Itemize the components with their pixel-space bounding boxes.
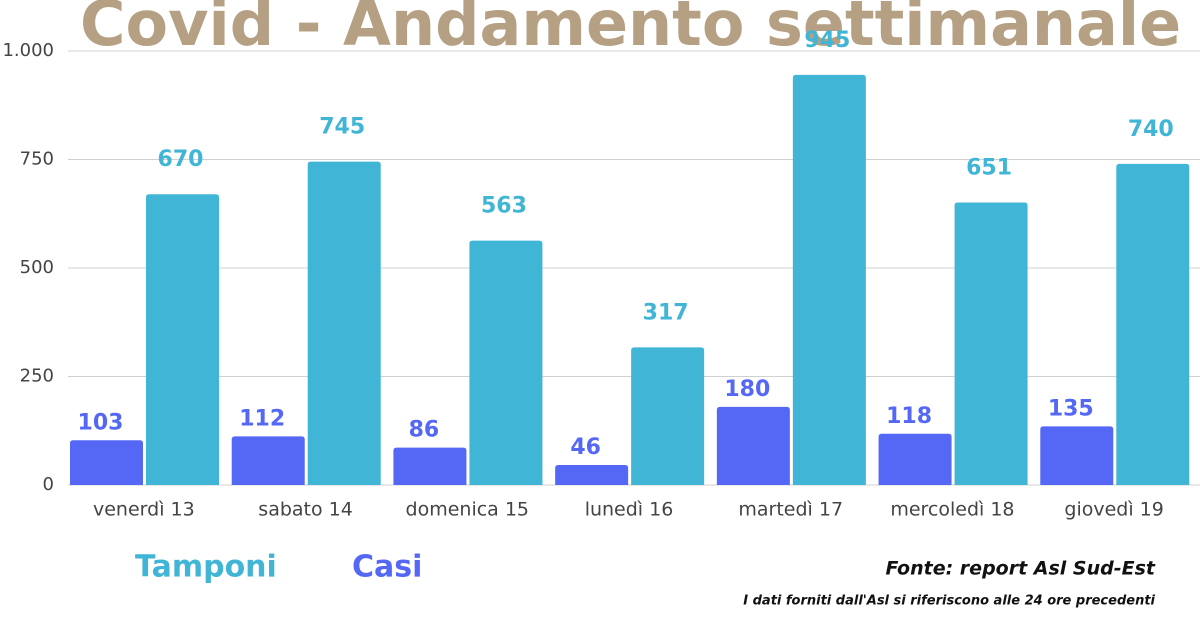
bar (555, 465, 629, 485)
chart-title: Covid - Andamento settimanale (80, 0, 1181, 60)
x-tick-label: mercoledì 18 (890, 499, 1014, 521)
value-label: 945 (804, 28, 850, 53)
value-label: 317 (643, 300, 689, 325)
bar (231, 436, 305, 485)
bar (469, 240, 543, 485)
bar (716, 406, 790, 485)
bar (792, 74, 866, 486)
x-tick-label: martedì 17 (738, 499, 843, 521)
bar (307, 161, 381, 486)
bar (146, 194, 219, 485)
bar (878, 433, 952, 485)
value-label: 670 (158, 147, 204, 172)
bar (1116, 163, 1190, 485)
value-label: 112 (239, 406, 285, 431)
value-label: 740 (1128, 117, 1174, 142)
x-tick-label: venerdì 13 (93, 499, 195, 521)
y-tick-label: 750 (20, 149, 54, 170)
value-label: 46 (570, 435, 601, 460)
bar (954, 202, 1028, 485)
x-tick-label: lunedì 16 (585, 499, 674, 521)
value-label: 118 (886, 404, 932, 429)
value-label: 86 (409, 418, 440, 443)
x-tick-label: giovedì 19 (1064, 499, 1163, 521)
y-tick-label: 250 (20, 366, 54, 387)
y-tick-label: 0 (43, 474, 54, 495)
y-tick-label: 500 (20, 257, 54, 278)
x-tick-label: domenica 15 (406, 499, 530, 521)
source: Fonte: report Asl Sud-Est (886, 558, 1156, 580)
y-tick-label: 1.000 (2, 40, 54, 61)
value-label: 651 (966, 155, 1012, 180)
bar (1040, 426, 1114, 485)
value-label: 135 (1048, 396, 1094, 421)
bar (631, 347, 705, 485)
legend-entry: Casi (352, 550, 422, 585)
value-label: 180 (724, 377, 770, 402)
x-tick-label: sabato 14 (258, 499, 353, 521)
value-label: 103 (78, 410, 124, 435)
value-label: 745 (319, 115, 365, 140)
bar (70, 440, 143, 485)
value-label: 563 (481, 194, 527, 219)
note: I dati forniti dall'Asl si riferiscono a… (743, 594, 1155, 609)
legend-entry: Tamponi (135, 550, 277, 585)
bar (393, 447, 467, 485)
